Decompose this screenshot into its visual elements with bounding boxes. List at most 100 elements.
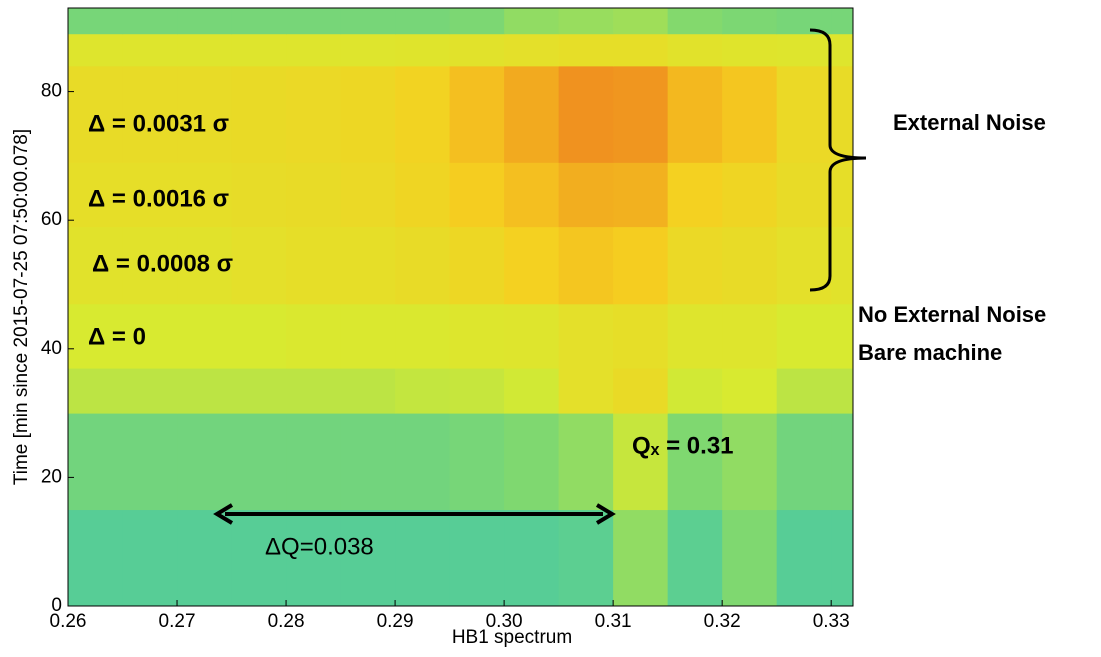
- heatmap-cell: [340, 33, 396, 67]
- heatmap-cell: [449, 226, 505, 305]
- heatmap-cell: [613, 368, 669, 414]
- heatmap-cell: [449, 162, 505, 228]
- heatmap-cell: [286, 65, 342, 163]
- heatmap-cell: [504, 413, 560, 511]
- heatmap-cell: [122, 8, 178, 35]
- heatmap-cell: [177, 303, 233, 369]
- heatmap-cell: [722, 65, 778, 163]
- heatmap-cell: [558, 65, 614, 163]
- heatmap-cell: [231, 162, 287, 228]
- heatmap-cell: [122, 368, 178, 414]
- heatmap-cell: [776, 162, 832, 228]
- heatmap-cell: [613, 303, 669, 369]
- heatmap-cell: [231, 509, 287, 607]
- heatmap-cell: [558, 368, 614, 414]
- heatmap-cell: [831, 33, 854, 67]
- heatmap-cell: [68, 509, 124, 607]
- heatmap-cell: [449, 509, 505, 607]
- heatmap-cell: [449, 413, 505, 511]
- x-tick-label: 0.26: [50, 611, 87, 632]
- heatmap-cell: [831, 65, 854, 163]
- heatmap-cell: [395, 413, 451, 511]
- annotation: Qₓ = 0.31: [632, 432, 734, 459]
- heatmap-cell: [504, 303, 560, 369]
- x-tick-label: 0.28: [268, 611, 305, 632]
- heatmap-cell: [558, 33, 614, 67]
- y-axis-label: Time [min since 2015-07-25 07:50:00.078]: [11, 129, 32, 485]
- heatmap-cell: [286, 368, 342, 414]
- y-tick-label: 0: [51, 595, 62, 616]
- heatmap-cell: [395, 368, 451, 414]
- heatmap-cell: [177, 413, 233, 511]
- heatmap-cell: [831, 226, 854, 305]
- x-tick-label: 0.32: [704, 611, 741, 632]
- heatmap-cell: [667, 226, 723, 305]
- annotation: Δ = 0.0008 σ: [92, 250, 233, 277]
- heatmap-cell: [558, 8, 614, 35]
- heatmap-cell: [831, 8, 854, 35]
- x-tick-label: 0.33: [813, 611, 850, 632]
- annotation: Δ = 0: [88, 323, 146, 350]
- heatmap-cell: [776, 303, 832, 369]
- heatmap-cell: [667, 413, 723, 511]
- heatmap-cell: [231, 226, 287, 305]
- x-tick-label: 0.27: [159, 611, 196, 632]
- heatmap-cell: [177, 162, 233, 228]
- heatmap-cell: [340, 226, 396, 305]
- heatmap-cell: [231, 65, 287, 163]
- heatmap-cell: [722, 162, 778, 228]
- heatmap-cell: [68, 303, 124, 369]
- heatmap-cell: [395, 303, 451, 369]
- heatmap-cell: [504, 8, 560, 35]
- heatmap-cell: [504, 162, 560, 228]
- heatmap-cell: [340, 65, 396, 163]
- heatmap-cell: [395, 162, 451, 228]
- heatmap-cell: [667, 33, 723, 67]
- heatmap-cell: [504, 509, 560, 607]
- heatmap-cell: [122, 162, 178, 228]
- heatmap-cell: [558, 413, 614, 511]
- heatmap-cell: [449, 65, 505, 163]
- heatmap: [68, 8, 854, 607]
- heatmap-cell: [68, 162, 124, 228]
- heatmap-cell: [231, 368, 287, 414]
- heatmap-cell: [831, 509, 854, 607]
- heatmap-cell: [395, 33, 451, 67]
- heatmap-cell: [613, 413, 669, 511]
- x-axis-label: HB1 spectrum: [452, 627, 572, 648]
- y-tick-label: 20: [41, 466, 62, 487]
- heatmap-cell: [122, 33, 178, 67]
- heatmap-cell: [722, 509, 778, 607]
- heatmap-cell: [722, 368, 778, 414]
- heatmap-cell: [613, 226, 669, 305]
- heatmap-cell: [122, 303, 178, 369]
- heatmap-cell: [122, 65, 178, 163]
- heatmap-cell: [68, 8, 124, 35]
- annotation: ΔQ=0.038: [265, 533, 374, 560]
- heatmap-cell: [122, 509, 178, 607]
- heatmap-cell: [340, 509, 396, 607]
- heatmap-cell: [340, 162, 396, 228]
- heatmap-cell: [558, 303, 614, 369]
- heatmap-cell: [504, 65, 560, 163]
- heatmap-cell: [613, 162, 669, 228]
- heatmap-cell: [395, 509, 451, 607]
- heatmap-cell: [286, 509, 342, 607]
- heatmap-cell: [231, 8, 287, 35]
- heatmap-cell: [177, 65, 233, 163]
- heatmap-cell: [68, 368, 124, 414]
- heatmap-cell: [286, 226, 342, 305]
- heatmap-cell: [722, 226, 778, 305]
- heatmap-cell: [177, 226, 233, 305]
- x-tick-label: 0.31: [595, 611, 632, 632]
- heatmap-cell: [449, 303, 505, 369]
- heatmap-cell: [831, 368, 854, 414]
- heatmap-cell: [504, 368, 560, 414]
- heatmap-cell: [776, 413, 832, 511]
- plot-frame: [67, 7, 854, 607]
- heatmap-cell: [177, 8, 233, 35]
- heatmap-cell: [831, 162, 854, 228]
- heatmap-cell: [286, 413, 342, 511]
- y-tick-label: 60: [41, 209, 62, 230]
